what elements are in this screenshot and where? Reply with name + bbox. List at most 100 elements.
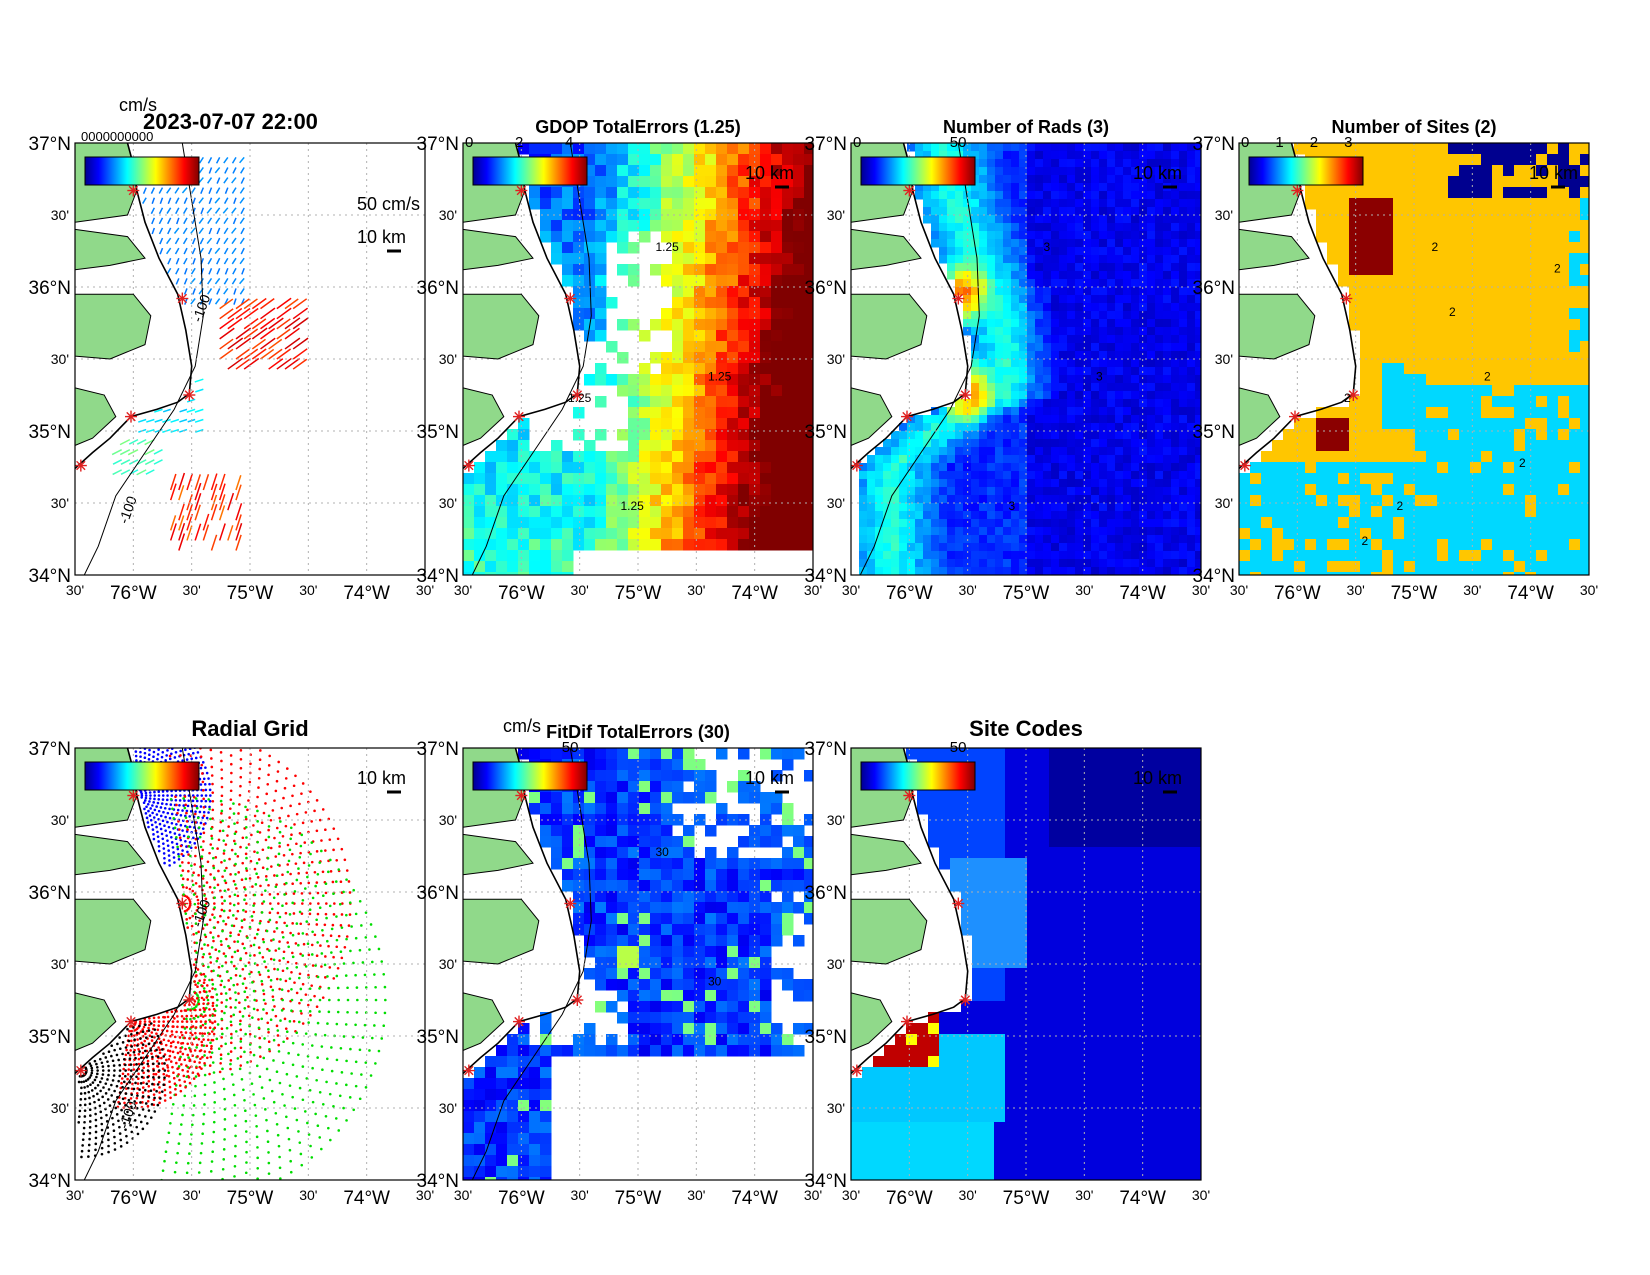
- field-cell: [1171, 167, 1180, 176]
- radial-point: [206, 860, 210, 864]
- field-cell: [1580, 308, 1589, 320]
- field-cell: [1393, 242, 1405, 254]
- radial-point: [144, 812, 148, 815]
- field-cell: [749, 154, 761, 166]
- field-cell: [1107, 535, 1116, 544]
- field-cell: [1426, 275, 1438, 287]
- field-cell: [1481, 462, 1493, 474]
- field-cell: [1382, 451, 1394, 463]
- field-cell: [1393, 517, 1405, 529]
- site-marker: [901, 410, 913, 423]
- field-cell: [1404, 198, 1416, 210]
- field-cell: [1123, 271, 1132, 280]
- field-cell: [987, 479, 996, 488]
- field-cell: [1239, 539, 1251, 551]
- field-cell: [987, 423, 996, 432]
- field-cell: [1075, 463, 1084, 472]
- field-cell: [1294, 561, 1306, 573]
- axes-frame: [850, 142, 1202, 576]
- field-cell: [1426, 561, 1438, 573]
- field-cell: [1195, 151, 1201, 160]
- field-cell: [1059, 455, 1068, 464]
- field-cell: [995, 223, 1004, 232]
- field-cell: [1349, 550, 1361, 562]
- field-cell: [1131, 535, 1140, 544]
- current-vector: [136, 469, 147, 476]
- field-cell: [995, 327, 1004, 336]
- field-cell: [1547, 385, 1559, 397]
- field-cell: [1171, 367, 1180, 376]
- field-cell: [1123, 279, 1132, 288]
- field-cell: [1547, 429, 1559, 441]
- field-cell: [1195, 535, 1201, 544]
- field-cell: [1514, 418, 1526, 430]
- field-cell: [995, 303, 1004, 312]
- radial-point: [157, 840, 160, 843]
- field-cell: [804, 440, 813, 452]
- field-cell: [1415, 484, 1427, 496]
- current-vector: [235, 474, 242, 491]
- field-cell: [1481, 418, 1493, 430]
- field-cell: [1470, 198, 1482, 210]
- field-cell: [804, 462, 813, 474]
- field-cell: [875, 519, 884, 528]
- field-cell: [1115, 247, 1124, 256]
- field-cell: [1011, 167, 1020, 176]
- field-cell: [1099, 319, 1108, 328]
- lon-tick-label: 30': [66, 582, 84, 598]
- field-cell: [1514, 220, 1526, 232]
- field-cell: [1043, 463, 1052, 472]
- field-cell: [995, 399, 1004, 408]
- field-cell: [595, 495, 607, 507]
- field-cell: [1316, 231, 1328, 243]
- field-cell: [1099, 239, 1108, 248]
- field-cell: [1083, 199, 1092, 208]
- current-vector: [158, 207, 164, 215]
- field-cell: [1580, 517, 1589, 529]
- field-cell: [1503, 528, 1515, 540]
- radial-point: [187, 869, 190, 873]
- field-cell: [507, 440, 519, 452]
- radial-point: [159, 827, 163, 831]
- colorbar-tick-label: 3: [1344, 134, 1352, 151]
- field-cell: [1470, 429, 1482, 441]
- field-cell: [760, 176, 772, 188]
- field-cell: [540, 187, 552, 199]
- field-cell: [1011, 391, 1020, 400]
- field-cell: [1448, 440, 1460, 452]
- field-cell: [1019, 447, 1028, 456]
- field-cell: [1470, 242, 1482, 254]
- field-cell: [1171, 431, 1180, 440]
- field-cell: [749, 209, 761, 221]
- field-cell: [1448, 473, 1460, 485]
- field-cell: [1027, 439, 1036, 448]
- field-cell: [1115, 143, 1124, 152]
- field-cell: [1139, 175, 1148, 184]
- field-cell: [804, 264, 813, 276]
- field-cell: [1459, 286, 1471, 298]
- field-cell: [1580, 264, 1589, 276]
- field-cell: [1349, 473, 1361, 485]
- field-cell: [1011, 287, 1020, 296]
- field-cell: [1059, 183, 1068, 192]
- field-cell: [1470, 143, 1482, 155]
- field-cell: [1091, 439, 1100, 448]
- radial-point: [155, 805, 158, 808]
- field-cell: [963, 143, 972, 152]
- radial-point: [188, 841, 192, 844]
- field-cell: [995, 167, 1004, 176]
- field-cell: [672, 264, 684, 276]
- field-cell: [1043, 279, 1052, 288]
- current-vector: [233, 298, 237, 305]
- field-cell: [1163, 303, 1172, 312]
- field-cell: [1011, 423, 1020, 432]
- field-cell: [1459, 473, 1471, 485]
- radial-point: [137, 720, 140, 723]
- field-cell: [1187, 391, 1196, 400]
- field-cell: [963, 231, 972, 240]
- current-vector: [260, 327, 276, 340]
- field-cell: [1415, 385, 1427, 397]
- field-cell: [1107, 487, 1116, 496]
- field-cell: [915, 423, 924, 432]
- field-cell: [1099, 327, 1108, 336]
